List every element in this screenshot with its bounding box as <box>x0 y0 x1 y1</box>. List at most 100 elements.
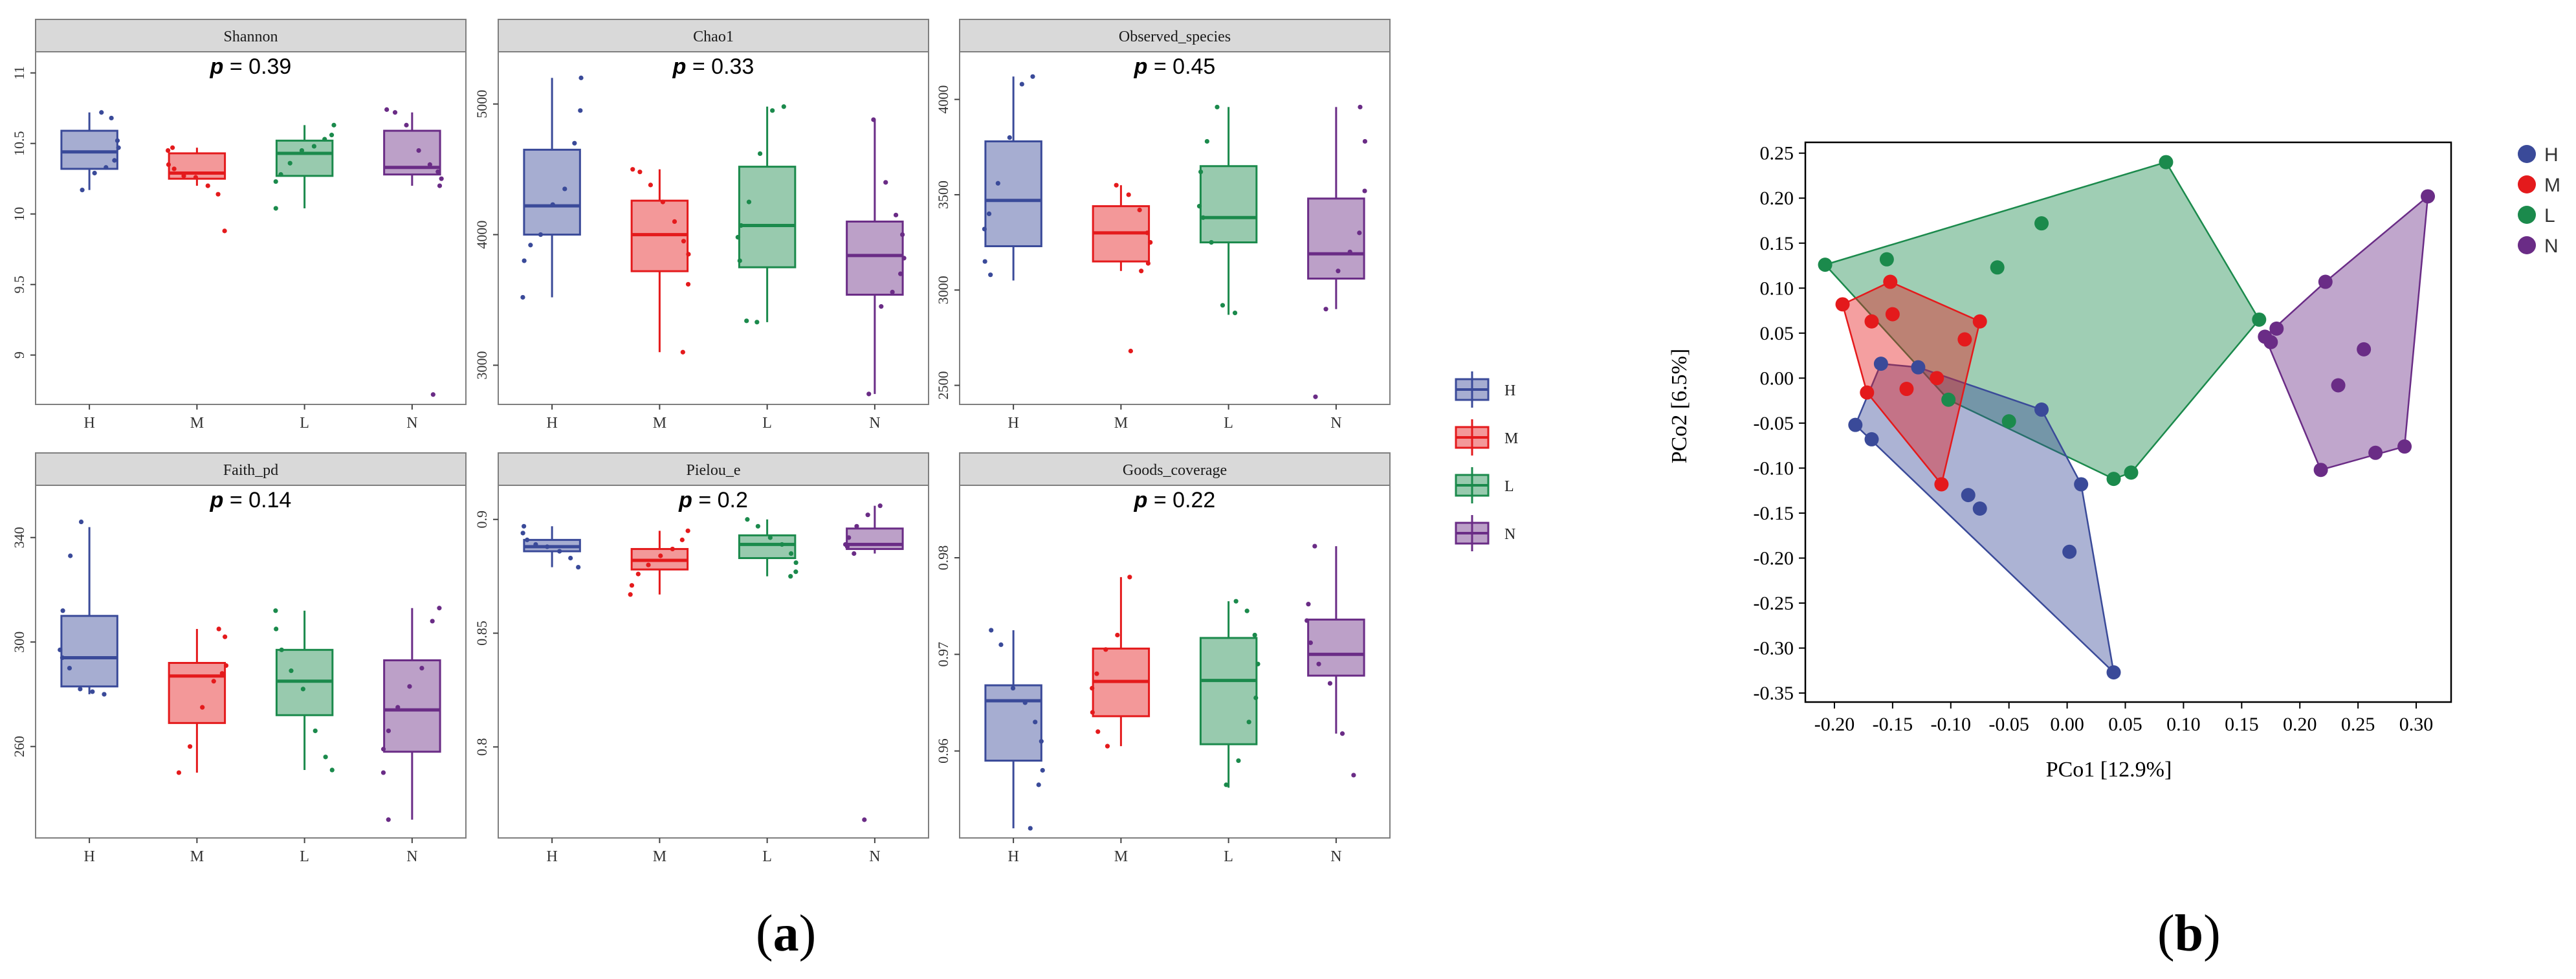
plot-area <box>35 51 467 405</box>
data-point <box>1114 182 1119 188</box>
data-point <box>331 122 336 127</box>
data-point <box>1126 192 1131 197</box>
data-point <box>1220 303 1226 308</box>
x-tick-label: 0.15 <box>2225 714 2259 735</box>
data-point <box>1033 720 1038 725</box>
data-point <box>1306 602 1311 607</box>
data-point <box>1204 138 1209 144</box>
data-point <box>1128 348 1133 354</box>
point-n <box>2313 463 2328 478</box>
y-tick-label: 0.20 <box>1760 188 1794 209</box>
box-n <box>1307 197 1365 280</box>
data-point <box>854 523 859 529</box>
data-point <box>430 392 435 397</box>
data-point <box>767 535 773 540</box>
data-point <box>525 537 530 542</box>
data-point <box>522 523 527 529</box>
p-value-label: p = 0.39 <box>210 54 292 79</box>
y-tick-label: -0.20 <box>1754 547 1794 569</box>
data-point <box>685 281 691 287</box>
box-l <box>1199 637 1258 745</box>
data-point <box>279 647 284 652</box>
data-point <box>1036 782 1041 787</box>
data-point <box>1019 82 1024 87</box>
p-symbol: p <box>672 54 687 79</box>
p-symbol: p <box>210 488 224 512</box>
y-tick-label: 0.85 <box>474 621 490 646</box>
data-point <box>1362 188 1367 193</box>
data-point <box>215 192 221 197</box>
data-point <box>166 162 171 167</box>
data-point <box>278 172 283 177</box>
y-tick-label: 260 <box>11 736 27 757</box>
data-point <box>211 679 216 684</box>
point-n <box>2263 335 2278 349</box>
legend-marker <box>2518 175 2536 193</box>
x-tick-label: H <box>546 415 557 432</box>
data-point <box>299 148 305 153</box>
data-point <box>646 562 651 567</box>
data-point <box>439 176 444 181</box>
p-value: = 0.39 <box>223 54 291 79</box>
point-n <box>2331 378 2346 393</box>
data-point <box>986 211 992 217</box>
x-tick-label: M <box>190 415 204 432</box>
data-point <box>1010 685 1016 691</box>
legend-marker <box>2518 206 2536 224</box>
data-point <box>757 151 763 157</box>
y-tick-label: 5000 <box>474 90 490 118</box>
data-point <box>1308 640 1313 645</box>
x-tick-label: H <box>1007 848 1018 865</box>
x-tick-label: L <box>300 415 309 432</box>
p-value-label: p = 0.14 <box>210 488 292 512</box>
legend-label: N <box>1504 526 1515 543</box>
data-point <box>533 542 538 547</box>
data-point <box>104 165 109 170</box>
data-point <box>78 519 84 525</box>
y-tick-label: 11 <box>11 66 27 80</box>
data-point <box>416 148 421 153</box>
data-point <box>404 122 409 127</box>
data-point <box>871 117 876 122</box>
legend-item-m: M <box>1455 419 1518 456</box>
facet-strip <box>498 452 929 486</box>
y-tick-label: 0.8 <box>474 738 490 756</box>
data-point <box>779 542 785 547</box>
data-point <box>166 148 171 153</box>
figure-panel-b: -0.20 -0.15 -0.10 -0.05 0.00 0.05 0.10 0.15 0.20… <box>1668 141 2452 782</box>
box-h <box>984 140 1042 247</box>
data-point <box>1028 826 1033 831</box>
data-point <box>572 140 577 146</box>
data-point <box>1200 215 1205 220</box>
point-m <box>1972 314 1987 329</box>
data-point <box>1030 74 1035 79</box>
point-n <box>2397 439 2412 454</box>
x-tick-label: -0.20 <box>1814 714 1855 735</box>
data-point <box>430 619 435 624</box>
x-tick-label: M <box>653 415 666 432</box>
data-point <box>745 517 750 522</box>
box-n <box>1307 619 1365 677</box>
x-axis-label: PCo1 [12.9%] <box>2046 758 2172 782</box>
y-tick-label: 3500 <box>935 181 951 209</box>
data-point <box>898 271 903 276</box>
p-symbol: p <box>1134 488 1148 512</box>
data-point <box>578 75 584 80</box>
point-l <box>1818 258 1833 272</box>
data-point <box>1022 700 1028 705</box>
point-l <box>2159 155 2174 170</box>
data-point <box>550 202 555 207</box>
data-point <box>380 770 386 775</box>
point-n <box>2269 321 2284 336</box>
data-point <box>289 668 294 674</box>
facet-title: Pielou_e <box>687 462 741 479</box>
data-point <box>672 219 677 225</box>
data-point <box>386 728 391 734</box>
data-point <box>982 226 987 232</box>
data-point <box>1252 632 1257 638</box>
data-point <box>78 687 83 692</box>
plot-area <box>959 51 1391 405</box>
legend-label: N <box>2544 236 2559 257</box>
data-point <box>670 546 675 552</box>
